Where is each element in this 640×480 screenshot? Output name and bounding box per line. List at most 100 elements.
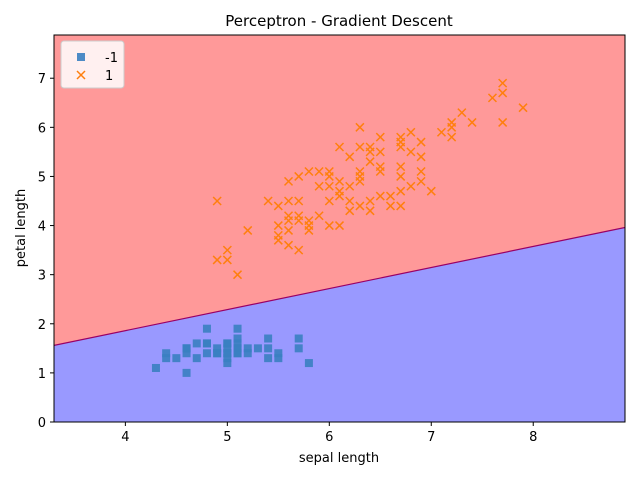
point-class-1	[324, 221, 334, 231]
point-class-1	[345, 196, 355, 206]
point-class-1	[273, 235, 283, 245]
point-class-1	[212, 255, 222, 265]
point-class-1	[283, 176, 294, 186]
point-class-1	[324, 171, 334, 181]
point-class-neg1	[192, 339, 201, 348]
point-class-neg1	[202, 349, 211, 358]
point-class-neg1	[182, 344, 191, 353]
point-class-neg1	[233, 349, 242, 358]
point-class-neg1	[162, 349, 171, 358]
y-tick-label: 4	[38, 220, 46, 235]
y-tick-label: 0	[38, 416, 46, 431]
point-class-1	[273, 221, 283, 231]
point-class-1	[498, 78, 508, 88]
point-class-1	[385, 191, 396, 201]
chart-title: Perceptron - Gradient Descent	[225, 12, 453, 30]
point-class-1	[334, 142, 345, 152]
x-tick-label: 4	[121, 430, 129, 445]
point-class-neg1	[192, 354, 201, 363]
y-tick-label: 1	[38, 367, 46, 382]
point-class-1	[355, 122, 365, 132]
y-tick-label: 2	[38, 318, 46, 333]
point-class-1	[304, 225, 314, 235]
point-class-1	[375, 132, 385, 142]
point-class-1	[487, 93, 497, 103]
y-tick-label: 6	[38, 121, 46, 136]
point-class-1	[283, 196, 294, 206]
point-class-neg1	[223, 344, 232, 353]
point-class-neg1	[223, 354, 232, 363]
point-class-1	[355, 167, 365, 177]
point-class-neg1	[243, 349, 252, 358]
x-tick-label: 8	[529, 430, 537, 445]
point-class-1	[467, 117, 477, 127]
legend-marker-x	[76, 70, 86, 80]
point-class-1	[294, 171, 304, 181]
point-class-1	[396, 132, 406, 142]
point-class-neg1	[151, 363, 160, 372]
y-axis-label: petal length	[14, 189, 29, 268]
point-class-1	[222, 245, 232, 255]
point-class-1	[345, 206, 355, 216]
point-class-1	[518, 103, 528, 113]
point-class-neg1	[264, 334, 273, 343]
point-class-neg1	[223, 359, 232, 368]
point-class-neg1	[264, 354, 273, 363]
point-class-1	[294, 216, 304, 226]
point-class-1	[375, 191, 385, 201]
point-class-1	[396, 171, 406, 181]
decision-boundary-line	[54, 226, 625, 346]
point-class-1	[222, 255, 232, 265]
point-class-1	[447, 132, 457, 142]
point-class-1	[355, 142, 365, 152]
point-class-neg1	[274, 354, 283, 363]
point-class-neg1	[233, 324, 242, 333]
point-class-1	[334, 176, 345, 186]
point-class-1	[304, 167, 314, 177]
point-class-neg1	[223, 349, 232, 358]
point-class-1	[416, 176, 426, 186]
point-class-1	[324, 196, 334, 206]
point-class-1	[396, 162, 406, 172]
point-class-1	[243, 225, 253, 235]
point-class-1	[283, 225, 294, 235]
point-class-neg1	[294, 334, 303, 343]
point-class-1	[416, 152, 426, 162]
point-class-1	[498, 88, 508, 98]
legend-box	[60, 40, 125, 89]
point-class-neg1	[233, 344, 242, 353]
point-class-1	[406, 181, 416, 191]
point-class-neg1	[172, 354, 181, 363]
x-axis-label: sepal length	[299, 451, 379, 466]
point-class-1	[345, 181, 355, 191]
legend-label: -1	[105, 51, 118, 66]
y-tick-label: 5	[38, 170, 46, 185]
plot-frame	[53, 34, 626, 423]
point-class-1	[283, 240, 294, 250]
x-tick-label: 6	[325, 430, 333, 445]
point-class-1	[436, 127, 446, 137]
legend-item: -1	[77, 51, 118, 66]
point-class-1	[498, 117, 508, 127]
point-class-1	[294, 196, 304, 206]
legend-item: 1	[76, 69, 113, 84]
point-class-1	[375, 162, 385, 172]
y-tick-label: 3	[38, 269, 46, 284]
point-class-1	[396, 186, 406, 196]
x-tick-label: 7	[427, 430, 435, 445]
point-class-1	[324, 181, 334, 191]
point-class-1	[263, 196, 273, 206]
x-axis-ticks: 4 5 6 7 8	[121, 422, 537, 445]
point-class-neg1	[304, 359, 313, 368]
x-tick-label: 5	[223, 430, 231, 445]
point-class-1	[365, 157, 375, 167]
point-class-neg1	[162, 354, 171, 363]
point-class-1	[294, 245, 304, 255]
point-class-1	[314, 167, 324, 177]
point-class-1	[385, 201, 396, 211]
point-class-1	[426, 186, 436, 196]
point-class-1	[334, 191, 345, 201]
point-class-neg1	[223, 339, 232, 348]
point-class-neg1	[274, 349, 283, 358]
